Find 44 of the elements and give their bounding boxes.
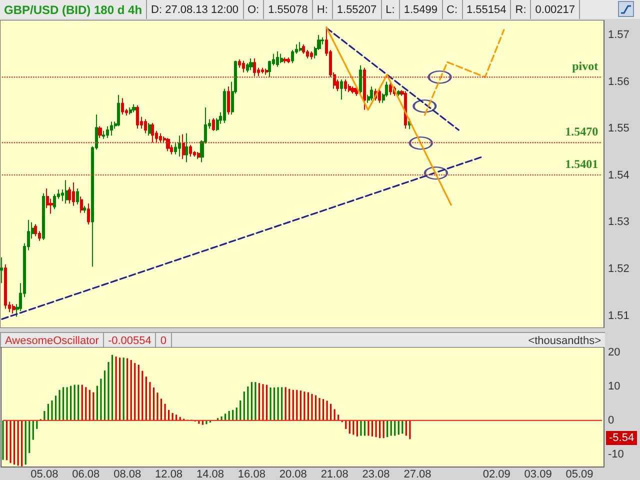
x-tick-label: 27.08 — [404, 468, 432, 480]
ref-line-label: pivot — [572, 59, 598, 74]
y-tick-label: 1.54 — [608, 169, 630, 182]
y-tick-label: 1.52 — [608, 263, 630, 276]
text: <thousandths> — [527, 334, 602, 348]
text: AwesomeOscillator — [1, 333, 104, 348]
ref-line-label: 1.5401 — [565, 156, 598, 171]
x-tick-label: 05.09 — [566, 468, 594, 480]
text: L: — [382, 0, 400, 19]
y-tick-label: 0 — [608, 414, 614, 426]
x-tick-label: 21.08 — [320, 468, 348, 480]
text: 1.55154 — [462, 0, 512, 19]
text: C: — [442, 0, 462, 19]
y-tick-label: 1.56 — [608, 76, 630, 88]
y-tick-label: 1.51 — [608, 310, 630, 322]
text: 1.55207 — [332, 0, 382, 19]
x-tick-label: 03.09 — [524, 468, 552, 480]
text: H: — [312, 0, 333, 19]
x-tick-label: 08.08 — [114, 468, 142, 480]
x-tick-label: 14.08 — [196, 468, 224, 480]
x-tick-label: 05.08 — [30, 468, 58, 480]
y-tick-label: 1.55 — [608, 122, 630, 135]
y-tick-label: 10 — [608, 380, 620, 392]
text: 1.5499 — [400, 0, 442, 19]
text: -0.00554 — [104, 333, 156, 348]
chart-title: GBP/USD (BID) 180 d 4h — [0, 0, 148, 19]
y-tick-label: 20 — [608, 346, 620, 358]
x-tick-label: 06.08 — [72, 468, 100, 480]
x-tick-label: 02.09 — [482, 468, 510, 480]
ref-line-label: 1.5470 — [565, 124, 598, 139]
x-tick-label: 16.08 — [238, 468, 266, 480]
text: R: — [511, 0, 532, 19]
y-tick-label: 1.53 — [608, 216, 630, 228]
text: -5.54 — [606, 431, 638, 445]
x-tick-label: 20.08 — [279, 468, 307, 480]
y-tick-label: 1.57 — [608, 28, 630, 41]
text: O: — [244, 0, 264, 19]
text: 0 — [156, 333, 172, 348]
text: 0.00217 — [531, 0, 580, 19]
x-tick-label: 12.08 — [155, 468, 183, 480]
y-tick-label: -10 — [608, 448, 624, 460]
x-tick-label: 23.08 — [362, 468, 390, 480]
text: D: 27.08.13 12:00 — [147, 0, 244, 19]
text: 1.55078 — [264, 0, 313, 19]
